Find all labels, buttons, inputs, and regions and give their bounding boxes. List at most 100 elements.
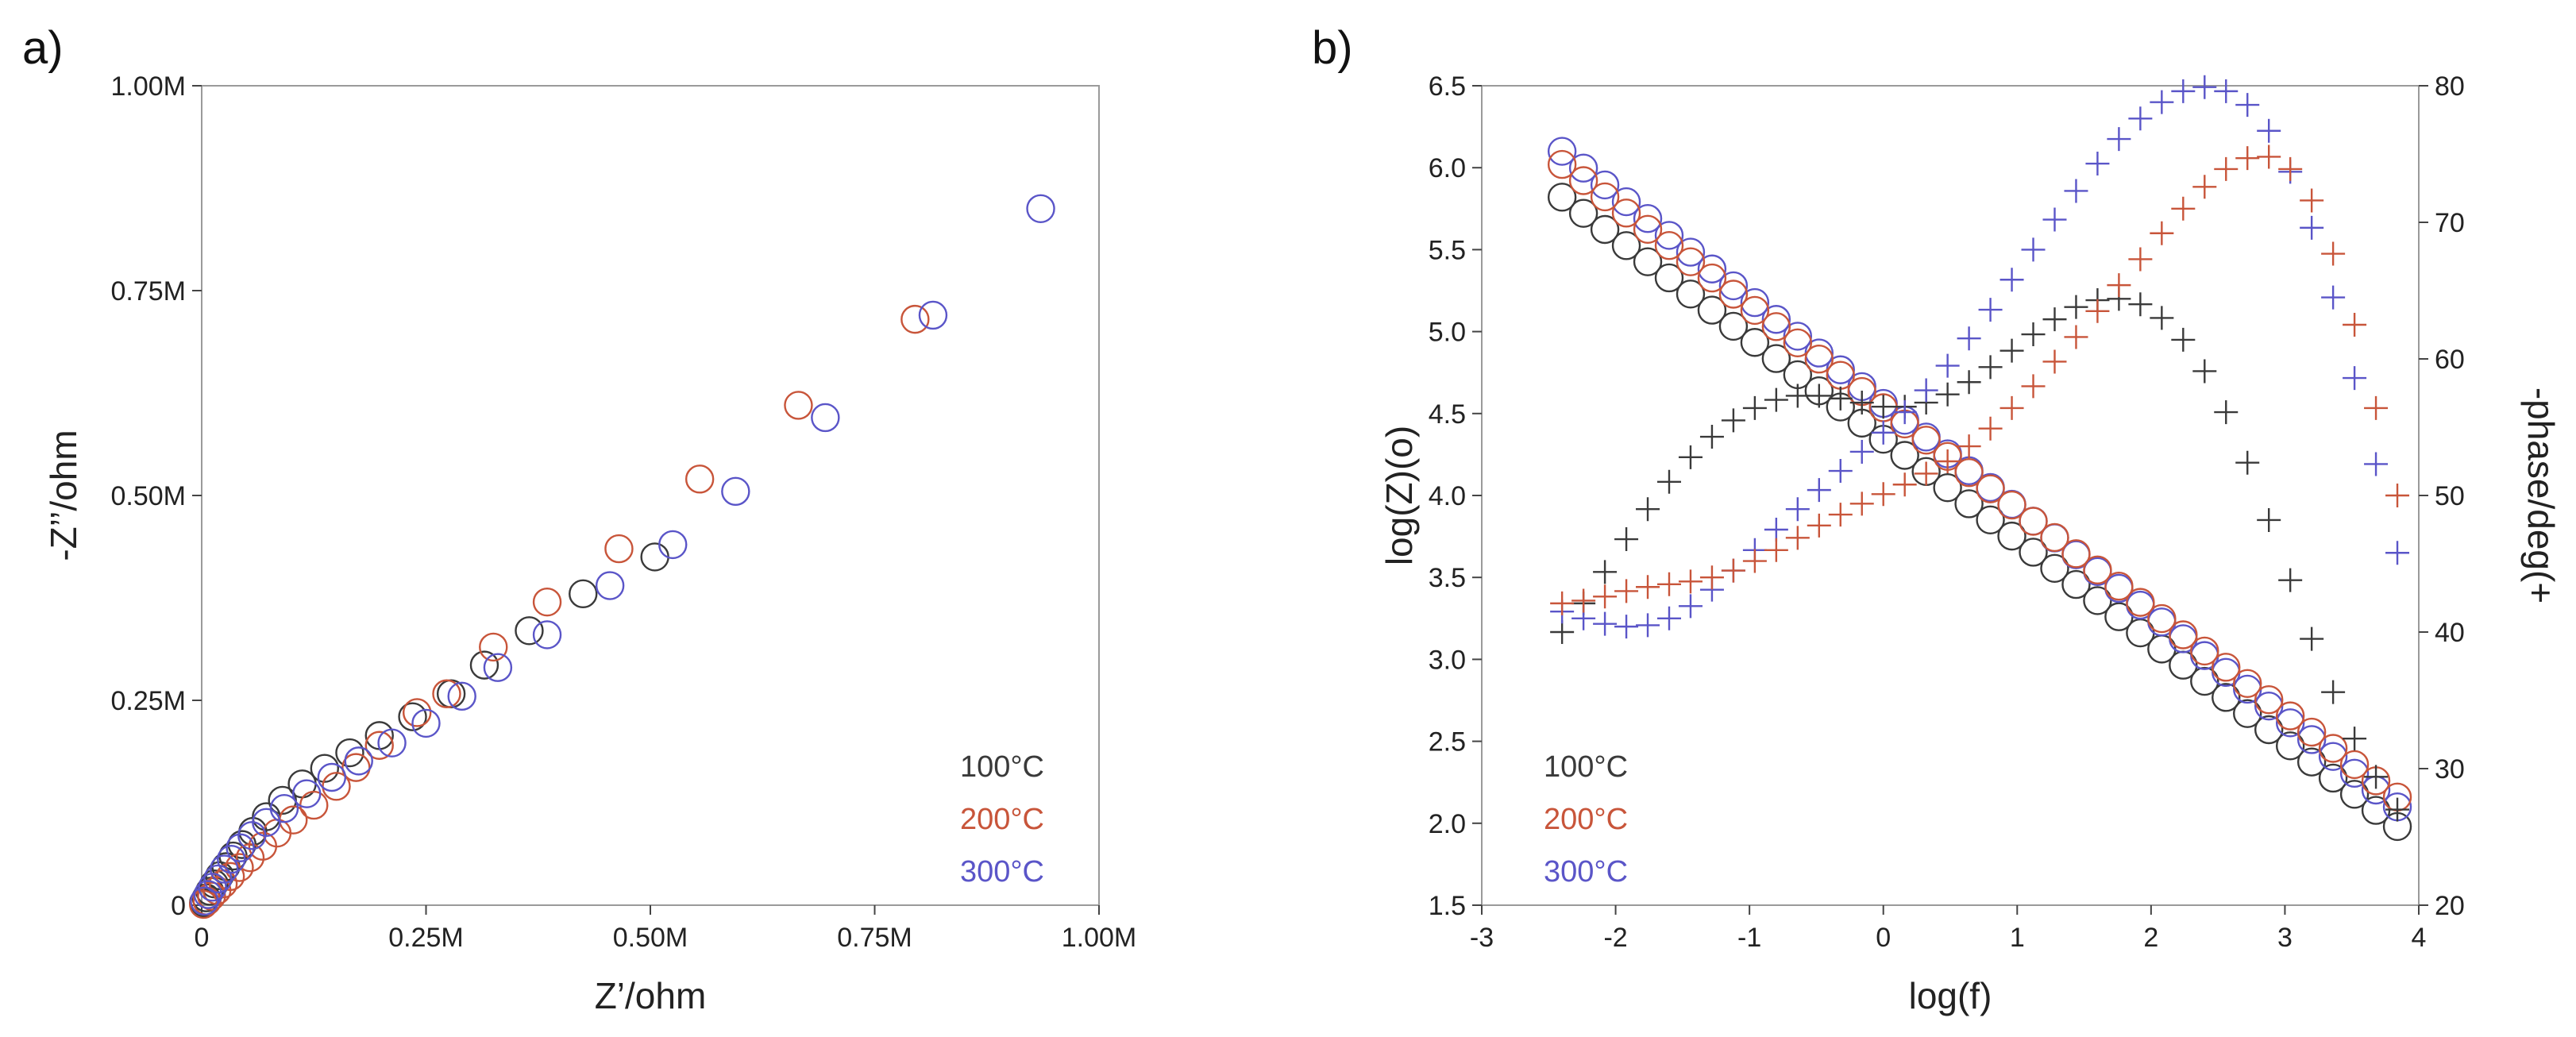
panel-b-logz-point-300c — [1697, 254, 1727, 283]
panel-b-phase-point-300c — [2300, 215, 2324, 240]
panel-b-phase-point-100c — [1871, 395, 1895, 419]
panel-b-phase-point-300c — [1935, 353, 1960, 378]
panel-b-phase-point-300c — [1785, 497, 1810, 522]
panel-b-phase-point-100c — [2064, 295, 2088, 319]
panel-b-phase-point-200c — [2150, 221, 2174, 245]
panel-b-logz-point-200c — [1590, 182, 1620, 212]
panel-b-logz-point-200c — [1804, 345, 1834, 374]
panel-b-phase-point-300c — [1764, 518, 1788, 542]
panel-a-point-300c — [252, 808, 281, 837]
panel-b-logz-point-200c — [2275, 701, 2305, 731]
panel-b-phase-point-200c — [2300, 188, 2324, 213]
panel-b-phase-point-100c — [2364, 765, 2389, 789]
panel-b-phase-point-100c — [2150, 306, 2174, 330]
panel-b-logz-point-100c — [1633, 247, 1663, 276]
panel-b-phase-point-200c — [1614, 579, 1639, 603]
panel-b-phase-point-200c — [1764, 538, 1788, 562]
panel-b-logz-point-200c — [1611, 199, 1641, 228]
panel-a-point-300c — [721, 476, 750, 507]
panel-a-point-300c — [595, 571, 625, 600]
panel-b-phase-point-100c — [1721, 408, 1745, 433]
panel-b-phase-point-200c — [1871, 482, 1895, 507]
panel-b-phase-point-200c — [2021, 374, 2046, 399]
panel-b-logz-point-200c — [1976, 474, 2005, 503]
panel-b-logz-point-200c — [2019, 507, 2048, 536]
panel-a-point-300c — [210, 854, 239, 884]
panel-b-points — [1547, 75, 2412, 842]
panel-b-phase-point-300c — [1914, 378, 1938, 403]
panel-a-point-300c — [658, 530, 688, 560]
panel-b-x-tick-label: 1 — [2010, 923, 2025, 953]
panel-b-y-tick-label: 3.0 — [1429, 645, 1466, 675]
panel-b-phase-point-300c — [1999, 268, 2024, 292]
panel-b-label: b) — [1312, 22, 1353, 74]
panel-b-phase-point-300c — [2128, 106, 2153, 131]
panel-b-phase-point-200c — [2085, 299, 2110, 323]
panel-a-point-100c — [469, 650, 499, 680]
panel-b-phase-point-200c — [2385, 484, 2410, 507]
panel-b-phase-point-200c — [1636, 575, 1660, 599]
panel-b-phase-point-300c — [2214, 79, 2239, 103]
panel-b-phase-point-200c — [2278, 156, 2303, 181]
panel-b-y-tick-label: 3.5 — [1429, 563, 1466, 593]
panel-b-phase-point-200c — [1593, 584, 1618, 609]
panel-b-logz-point-100c — [1933, 472, 1962, 503]
panel-b-logz-point-200c — [1761, 312, 1791, 341]
panel-b-logz-point-200c — [2169, 620, 2198, 650]
panel-a-point-300c — [190, 886, 219, 916]
panel-a-point-300c — [532, 620, 562, 650]
panel-b-logz-point-100c — [1590, 214, 1620, 245]
panel-b-logz-point-300c — [1568, 153, 1598, 183]
panel-b-phase-point-200c — [2042, 349, 2067, 374]
panel-b-phase-point-300c — [1636, 613, 1660, 638]
panel-b-phase-point-100c — [2021, 322, 2046, 347]
panel-b-logz-point-200c — [2061, 539, 2091, 569]
panel-b-logz-point-300c — [2275, 708, 2305, 738]
panel-b-phase-point-200c — [2171, 196, 2196, 221]
panel-a-point-200c — [784, 391, 813, 420]
panel-a-point-300c — [411, 708, 441, 738]
panel-b-phase-point-300c — [2171, 79, 2196, 103]
panel-b-logz-point-200c — [1633, 214, 1663, 244]
panel-b-phase-point-200c — [1957, 434, 1981, 459]
panel-b-logz-point-300c — [1590, 170, 1620, 200]
panel-b-ticks: -3 -2 -1 0 1 2 3 4 1.5 2.0 2.5 3.0 3.5 4.0 4.5 5.0 5.5 6.… — [1429, 71, 2465, 953]
panel-b-logz-point-200c — [1997, 490, 2026, 520]
panel-a-point-300c — [198, 873, 227, 902]
panel-b-y-tick-label: 5.5 — [1429, 235, 1466, 265]
panel-b-phase-point-200c — [1721, 558, 1745, 583]
panel-a-point-200c — [215, 862, 245, 892]
panel-b-logz-point-200c — [1740, 295, 1770, 326]
panel-a-point-100c — [569, 579, 598, 609]
panel-b-y-tick-label: 2.0 — [1429, 809, 1466, 839]
panel-b-y2-tick-label: 20 — [2435, 891, 2465, 921]
panel-b-phase-point-300c — [1678, 594, 1703, 619]
panel-b-phase-point-100c — [2321, 680, 2346, 704]
panel-a-x-tick-label: 0 — [195, 923, 210, 953]
panel-b-y-tick-label: 6.0 — [1429, 153, 1466, 183]
panel-b-phase-point-100c — [2192, 359, 2217, 384]
panel-a-point-200c — [479, 632, 508, 662]
panel-a-y-tick-label: 0.75M — [111, 276, 187, 306]
panel-b-phase-point-100c — [1957, 370, 1981, 395]
panel-b-logz-point-200c — [1676, 247, 1706, 276]
panel-b-phase-point-200c — [1785, 526, 1810, 550]
panel-b-logz-point-200c — [1568, 166, 1598, 195]
panel-a-point-300c — [269, 794, 299, 823]
panel-b-phase-point-100c — [2171, 327, 2196, 352]
panel-b-logz-point-100c — [1718, 311, 1749, 341]
panel-b-phase-point-200c — [1978, 416, 2003, 441]
panel-b-phase-point-100c — [2385, 797, 2410, 822]
panel-b-logz-point-100c — [2083, 586, 2112, 615]
panel-b-phase-point-200c — [1828, 503, 1853, 527]
panel-b-y-tick-label: 4.5 — [1429, 399, 1466, 430]
panel-a-legend-200: 200°C — [960, 803, 1044, 836]
panel-b-y2-label: -phase/deg(+ — [2520, 387, 2562, 603]
panel-a-x-tick-label: 0.75M — [837, 923, 912, 953]
panel-b-logz-point-200c — [2083, 555, 2112, 584]
panel-b-phase-point-300c — [2321, 285, 2346, 310]
panel-b-phase-point-200c — [2321, 241, 2346, 266]
panel-b-phase-point-300c — [2235, 93, 2260, 118]
panel-b-phase-point-300c — [1849, 439, 1874, 464]
